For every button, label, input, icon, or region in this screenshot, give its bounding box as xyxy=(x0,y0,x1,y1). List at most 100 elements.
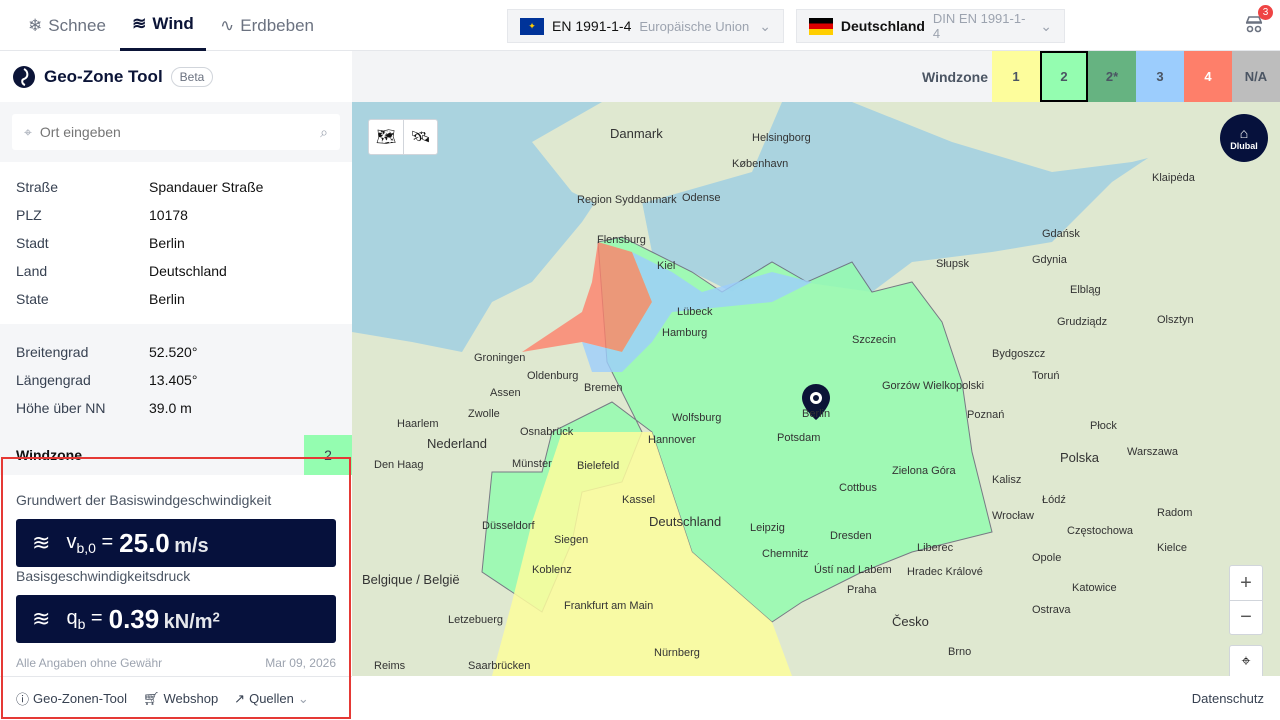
map-label: Region Syddanmark xyxy=(577,194,677,206)
tab-wind[interactable]: ≋ Wind xyxy=(120,0,206,51)
zoom-in-button[interactable]: + xyxy=(1240,571,1252,594)
map-label: Potsdam xyxy=(777,432,821,444)
address-panel: Straße Spandauer Straße PLZ 10178 Stadt Ber… xyxy=(0,162,352,324)
map-view-button[interactable]: 🗺︎ xyxy=(369,120,403,154)
map-label: Belgique / België xyxy=(362,572,460,587)
map-label: Hamburg xyxy=(662,327,708,339)
pulse-icon: ∿ xyxy=(220,15,235,35)
legend-zone-3[interactable]: 3 xyxy=(1136,51,1184,102)
map-label: Zielona Góra xyxy=(892,465,956,477)
map-label: Osnabrück xyxy=(520,426,574,438)
map-label: Gdańsk xyxy=(1042,228,1080,240)
map-label: Toruń xyxy=(1032,370,1060,382)
wind-icon: ≋ xyxy=(32,530,51,555)
brand: Geo-Zone Tool Beta xyxy=(0,51,352,102)
legend-zone-4[interactable]: 4 xyxy=(1184,51,1232,102)
norm-select[interactable]: ✦ EN 1991-1-4 Europäische Union ⌄ xyxy=(507,9,784,43)
map-label: Gorzów Wielkopolski xyxy=(882,380,985,392)
map-label: Danmark xyxy=(610,126,663,141)
beta-badge: Beta xyxy=(170,66,214,87)
zoom-controls: + − xyxy=(1229,565,1263,635)
map-label: Dresden xyxy=(830,530,872,542)
map-label: Warszawa xyxy=(1127,446,1178,458)
location-marker-icon xyxy=(802,384,830,420)
cart-icon: 🛒︎ xyxy=(142,690,160,706)
dlubal-logo[interactable]: ⌂ Dlubal xyxy=(1220,114,1268,162)
map-label: Oldenburg xyxy=(527,370,579,382)
legend-zone-1[interactable]: 1 xyxy=(992,51,1040,102)
legend-zone-na[interactable]: N/A xyxy=(1232,51,1280,102)
map-label: Česko xyxy=(892,614,929,629)
map-label: Ostrava xyxy=(1032,604,1071,616)
map-label: Słupsk xyxy=(936,258,970,270)
country-select[interactable]: Deutschland DIN EN 1991-1-4 ⌄ xyxy=(796,9,1065,43)
map-label: Reims xyxy=(374,660,406,672)
map-label: Łódź xyxy=(1042,494,1066,506)
satellite-view-button[interactable]: 🛰︎ xyxy=(403,120,437,154)
legend-zone-2[interactable]: 2 xyxy=(1040,51,1088,102)
basic-velocity-pressure-card: ≋ qb = 0.39 kN/m2 xyxy=(16,595,336,643)
map-label: Ústí nad Labem xyxy=(814,564,892,576)
chevron-down-icon: ⌄ xyxy=(759,17,771,34)
map-label: Poznań xyxy=(967,409,1005,421)
map-label: Den Haag xyxy=(374,459,424,471)
map-label: Groningen xyxy=(474,352,526,364)
footer-links: ⓘ Geo-Zonen-Tool 🛒︎ Webshop ↗ Quellen ⌄ xyxy=(0,676,352,720)
map-label: Leipzig xyxy=(750,522,785,534)
map-label: Zwolle xyxy=(468,408,500,420)
map-label: Szczecin xyxy=(852,334,897,346)
map-label: Berlin xyxy=(802,408,831,420)
datenschutz-link[interactable]: Datenschutz xyxy=(1191,691,1264,706)
map-label: Elbląg xyxy=(1070,284,1101,296)
tab-erdbeben[interactable]: ∿ Erdbeben xyxy=(220,15,314,35)
quellen-dropdown[interactable]: ↗ Quellen ⌄ xyxy=(234,690,309,707)
tab-schnee[interactable]: ❄ Schnee xyxy=(28,15,106,35)
map-label: Hannover xyxy=(648,434,696,446)
map-footer: Datenschutz xyxy=(352,676,1280,720)
map-label: Płock xyxy=(1090,420,1117,432)
coordinates-panel: Breitengrad 52.520° Längengrad 13.405° Höh… xyxy=(0,338,352,422)
location-search-input[interactable] xyxy=(39,124,313,140)
map-label: Wrocław xyxy=(992,510,1034,522)
satellite-icon: 🛰︎ xyxy=(410,129,431,146)
map[interactable]: 🗺︎ 🛰︎ ⌂ Dlubal Danmark Helsingborg Københav… xyxy=(352,102,1280,676)
map-label: Klaipėda xyxy=(1152,172,1195,184)
map-label: Liberec xyxy=(917,542,954,554)
location-search[interactable]: ⌖ ⌕ xyxy=(12,114,340,150)
map-label: Bremen xyxy=(584,382,623,394)
legend-zone-2-star[interactable]: 2* xyxy=(1088,51,1136,102)
map-icon: 🗺︎ xyxy=(375,129,397,146)
basic-wind-velocity-card: ≋ vb,0 = 25.0 m/s xyxy=(16,519,336,567)
info-icon: ⓘ xyxy=(16,692,30,707)
locate-me-button[interactable]: ⌖ xyxy=(1229,645,1263,676)
wind-icon: ≋ xyxy=(132,14,147,33)
map-label: Grudziądz xyxy=(1057,316,1108,328)
search-icon[interactable]: ⌕ xyxy=(320,123,328,140)
coord-row: Breitengrad 52.520° xyxy=(16,344,198,360)
map-label: Wolfsburg xyxy=(672,412,722,424)
disclaimer: Alle Angaben ohne Gewähr xyxy=(16,656,163,670)
chevron-down-icon: ⌄ xyxy=(1040,17,1052,34)
address-row: Straße Spandauer Straße xyxy=(16,179,264,195)
webshop-link[interactable]: 🛒︎ Webshop xyxy=(142,690,219,707)
map-label: Brno xyxy=(948,646,972,658)
map-layer-switch: 🗺︎ 🛰︎ xyxy=(368,119,438,155)
map-label: Kielce xyxy=(1157,542,1187,554)
map-label: Münster xyxy=(512,458,552,470)
map-label: Gdynia xyxy=(1032,254,1067,266)
zoom-out-button[interactable]: − xyxy=(1230,600,1262,634)
map-label: Assen xyxy=(490,387,521,399)
windzone-result: Windzone 2 xyxy=(0,435,352,475)
map-label: Cottbus xyxy=(839,482,877,494)
geo-zonen-tool-link[interactable]: ⓘ Geo-Zonen-Tool xyxy=(16,691,127,707)
map-label: Bielefeld xyxy=(577,460,620,472)
map-label: Kiel xyxy=(657,260,676,272)
address-row: PLZ 10178 xyxy=(16,207,188,223)
map-label: Polska xyxy=(1060,450,1100,465)
map-label: Chemnitz xyxy=(762,548,809,560)
address-row: State Berlin xyxy=(16,291,185,307)
map-label: Praha xyxy=(847,584,877,596)
map-label: Częstochowa xyxy=(1067,525,1134,537)
map-label: Kalisz xyxy=(992,474,1022,486)
